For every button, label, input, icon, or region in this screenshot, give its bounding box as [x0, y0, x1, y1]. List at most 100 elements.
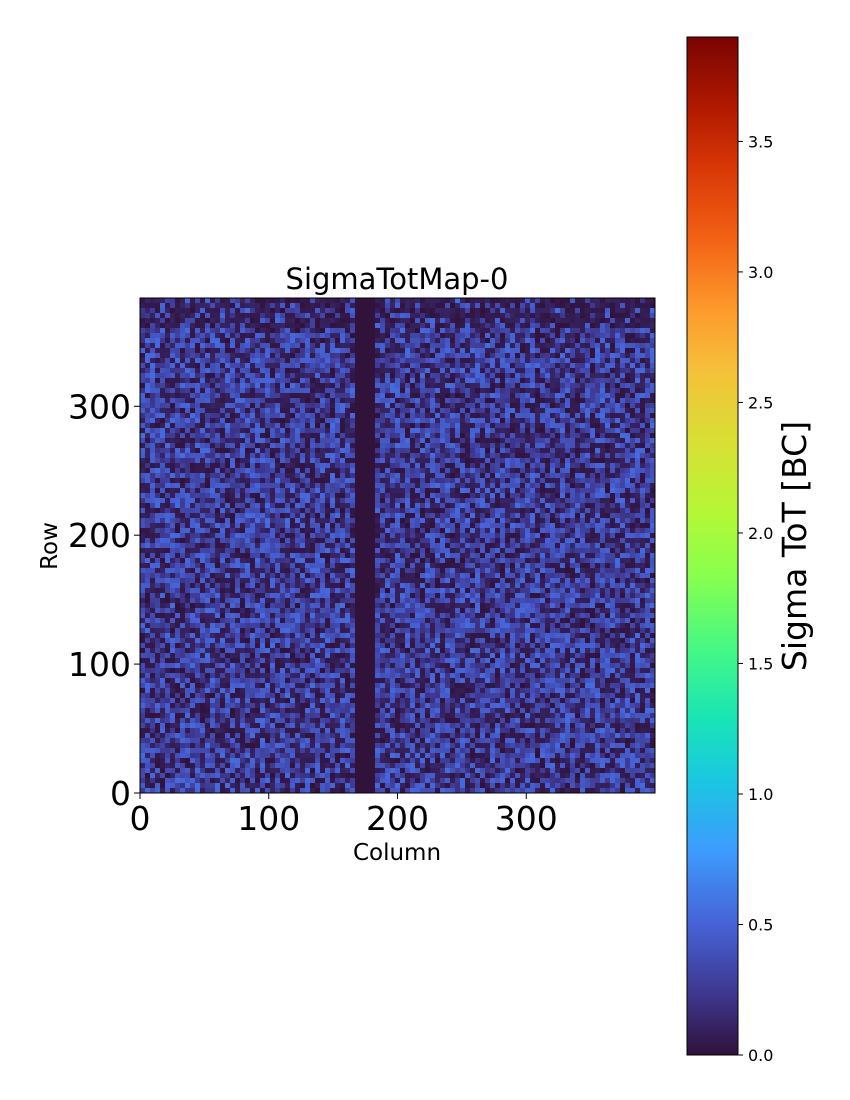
heatmap-cell: [300, 403, 305, 408]
heatmap-cell: [490, 413, 495, 418]
heatmap-cell: [495, 478, 500, 483]
heatmap-cell: [210, 378, 215, 383]
heatmap-cell: [445, 428, 450, 433]
heatmap-cell: [165, 503, 170, 508]
heatmap-cell: [250, 388, 255, 393]
heatmap-cell: [150, 308, 155, 313]
heatmap-cell: [360, 418, 365, 423]
heatmap-cell: [355, 523, 360, 528]
heatmap-cell: [305, 533, 310, 538]
heatmap-cell: [595, 358, 600, 363]
heatmap-cell: [430, 473, 435, 478]
heatmap-cell: [425, 328, 430, 333]
heatmap-cell: [650, 508, 655, 513]
heatmap-cell: [250, 453, 255, 458]
heatmap-cell: [535, 503, 540, 508]
heatmap-cell: [370, 338, 375, 343]
heatmap-cell: [480, 463, 485, 468]
heatmap-cell: [165, 438, 170, 443]
heatmap-cell: [560, 458, 565, 463]
heatmap-cell: [595, 498, 600, 503]
heatmap-cell: [430, 343, 435, 348]
heatmap-cell: [385, 368, 390, 373]
heatmap-cell: [355, 468, 360, 473]
heatmap-cell: [475, 353, 480, 358]
heatmap-cell: [475, 408, 480, 413]
heatmap-cell: [360, 303, 365, 308]
heatmap-cell: [565, 503, 570, 508]
heatmap-cell: [230, 383, 235, 388]
heatmap-cell: [275, 503, 280, 508]
heatmap-cell: [350, 478, 355, 483]
heatmap-cell: [480, 363, 485, 368]
heatmap-cell: [585, 318, 590, 323]
heatmap-cell: [405, 303, 410, 308]
heatmap-cell: [345, 478, 350, 483]
heatmap-cell: [535, 303, 540, 308]
heatmap-cell: [205, 473, 210, 478]
heatmap-cell: [595, 303, 600, 308]
heatmap-cell: [225, 413, 230, 418]
heatmap-cell: [260, 448, 265, 453]
heatmap-cell: [380, 508, 385, 513]
heatmap-cell: [465, 508, 470, 513]
heatmap-cell: [335, 373, 340, 378]
heatmap-cell: [475, 518, 480, 523]
heatmap-cell: [215, 393, 220, 398]
heatmap-cell: [625, 368, 630, 373]
heatmap-cell: [615, 318, 620, 323]
heatmap-cell: [615, 428, 620, 433]
heatmap-cell: [320, 303, 325, 308]
heatmap-cell: [340, 303, 345, 308]
heatmap-cell: [200, 423, 205, 428]
heatmap-cell: [175, 518, 180, 523]
heatmap-cell: [650, 513, 655, 518]
heatmap-cell: [335, 408, 340, 413]
heatmap-cell: [625, 448, 630, 453]
heatmap-cell: [155, 413, 160, 418]
heatmap-cell: [190, 408, 195, 413]
heatmap-cell: [370, 358, 375, 363]
heatmap-cell: [440, 378, 445, 383]
heatmap-cell: [245, 513, 250, 518]
heatmap-cell: [485, 533, 490, 538]
heatmap-cell: [535, 323, 540, 328]
heatmap-cell: [150, 368, 155, 373]
heatmap-cell: [195, 498, 200, 503]
heatmap-cell: [325, 313, 330, 318]
heatmap-cell: [190, 488, 195, 493]
heatmap-cell: [160, 433, 165, 438]
heatmap-cell: [225, 303, 230, 308]
heatmap-cell: [400, 348, 405, 353]
heatmap-cell: [420, 503, 425, 508]
heatmap-cell: [220, 378, 225, 383]
heatmap-cell: [275, 463, 280, 468]
heatmap-cell: [275, 468, 280, 473]
heatmap-cell: [230, 473, 235, 478]
heatmap-cell: [610, 388, 615, 393]
heatmap-cell: [195, 373, 200, 378]
heatmap-cell: [165, 483, 170, 488]
heatmap-cell: [350, 403, 355, 408]
heatmap-cell: [540, 513, 545, 518]
heatmap-cell: [250, 343, 255, 348]
heatmap-cell: [650, 318, 655, 323]
heatmap-cell: [150, 338, 155, 343]
heatmap-cell: [320, 488, 325, 493]
heatmap-cell: [560, 373, 565, 378]
heatmap-cell: [460, 513, 465, 518]
heatmap-cell: [345, 518, 350, 523]
heatmap-cell: [595, 423, 600, 428]
heatmap-cell: [440, 338, 445, 343]
heatmap-cell: [515, 443, 520, 448]
heatmap-cell: [525, 368, 530, 373]
heatmap-cell: [400, 478, 405, 483]
heatmap-cell: [165, 428, 170, 433]
heatmap-cell: [335, 508, 340, 513]
heatmap-cell: [440, 463, 445, 468]
heatmap-cell: [410, 328, 415, 333]
heatmap-cell: [230, 373, 235, 378]
heatmap-cell: [430, 348, 435, 353]
heatmap-cell: [155, 353, 160, 358]
heatmap-cell: [305, 418, 310, 423]
